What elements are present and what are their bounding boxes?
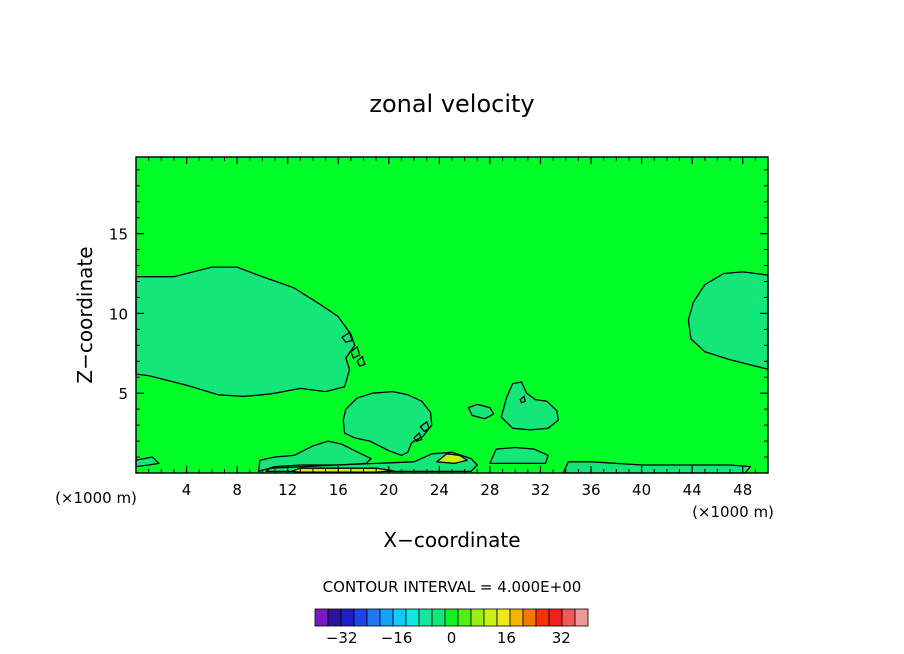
chart-title: zonal velocity	[369, 90, 534, 118]
x-tick-label: 40	[632, 481, 651, 499]
small-loop	[519, 395, 527, 404]
x-tick-label: 12	[278, 481, 297, 499]
x-tick-label: 28	[480, 481, 499, 499]
x-tick-label: 16	[329, 481, 348, 499]
colorbar-swatch	[392, 608, 407, 627]
colorbar-swatch	[353, 608, 368, 627]
colorbar-swatch	[457, 608, 472, 627]
center-region	[342, 390, 433, 457]
x-axis-label: X−coordinate	[383, 528, 520, 552]
colorbar-swatch	[574, 608, 589, 627]
colorbar-label: 16	[497, 629, 516, 647]
x-unit-label-right: (×1000 m)	[692, 503, 774, 521]
contour-interval-label: CONTOUR INTERVAL = 4.000E+00	[323, 578, 582, 596]
colorbar-swatch	[496, 608, 511, 627]
colorbar-swatch	[405, 608, 420, 627]
x-tick-label: 20	[379, 481, 398, 499]
colorbar-label: −16	[381, 629, 413, 647]
colorbar-swatch	[431, 608, 446, 627]
x-tick-label: 44	[683, 481, 702, 499]
colorbar-label: 32	[552, 629, 571, 647]
colorbar-swatch	[522, 608, 537, 627]
x-tick-label: 32	[531, 481, 550, 499]
bottom-strip-2	[265, 451, 478, 473]
small-loop	[413, 431, 423, 442]
upper-left-region	[135, 266, 356, 398]
mid-right-region	[500, 381, 559, 431]
small-loop	[350, 345, 361, 360]
yellow-streak-2	[290, 467, 394, 473]
right-region	[687, 271, 769, 370]
colorbar-swatch	[444, 608, 459, 627]
y-tick-label: 15	[109, 226, 128, 244]
x-unit-label-left: (×1000 m)	[55, 489, 137, 507]
colorbar-label: −32	[326, 629, 358, 647]
contour-loops	[341, 331, 527, 442]
y-axis-label: Z−coordinate	[73, 246, 97, 383]
small-loop	[356, 355, 366, 367]
colorbar-swatch	[561, 608, 576, 627]
x-tick-label: 48	[733, 481, 752, 499]
y-tick-label: 10	[109, 305, 128, 323]
x-tick-label: 24	[430, 481, 449, 499]
bottom-strip-1	[257, 440, 372, 473]
colorbar-label: 0	[447, 629, 457, 647]
colorbar-swatch	[535, 608, 550, 627]
bottom-strip-4	[562, 461, 751, 474]
colorbar-swatch	[379, 608, 394, 627]
small-loop	[419, 420, 430, 433]
x-tick-label: 36	[581, 481, 600, 499]
colorbar-swatch	[470, 608, 485, 627]
colorbar-swatch	[366, 608, 381, 627]
colorbar-swatch	[548, 608, 563, 627]
yellow-streak-1	[436, 453, 468, 465]
colorbar-swatch	[314, 608, 329, 627]
contour-regions	[135, 266, 769, 474]
colorbar-swatch	[509, 608, 524, 627]
colorbar-swatch	[483, 608, 498, 627]
small-loop	[341, 331, 353, 343]
bottom-strip-3	[489, 446, 549, 465]
small-blob-region	[467, 403, 495, 420]
colorbar-swatch	[418, 608, 433, 627]
colorbar: −32 −16 0 16 32	[314, 608, 589, 647]
x-tick-label: 8	[232, 481, 242, 499]
y-tick-label: 5	[118, 385, 128, 403]
colorbar-swatch	[327, 608, 342, 627]
x-tick-label: 4	[182, 481, 192, 499]
colorbar-swatch	[340, 608, 355, 627]
